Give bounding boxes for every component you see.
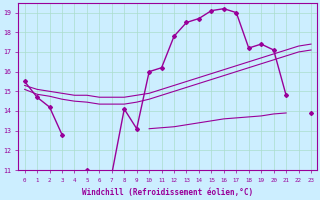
- X-axis label: Windchill (Refroidissement éolien,°C): Windchill (Refroidissement éolien,°C): [82, 188, 253, 197]
